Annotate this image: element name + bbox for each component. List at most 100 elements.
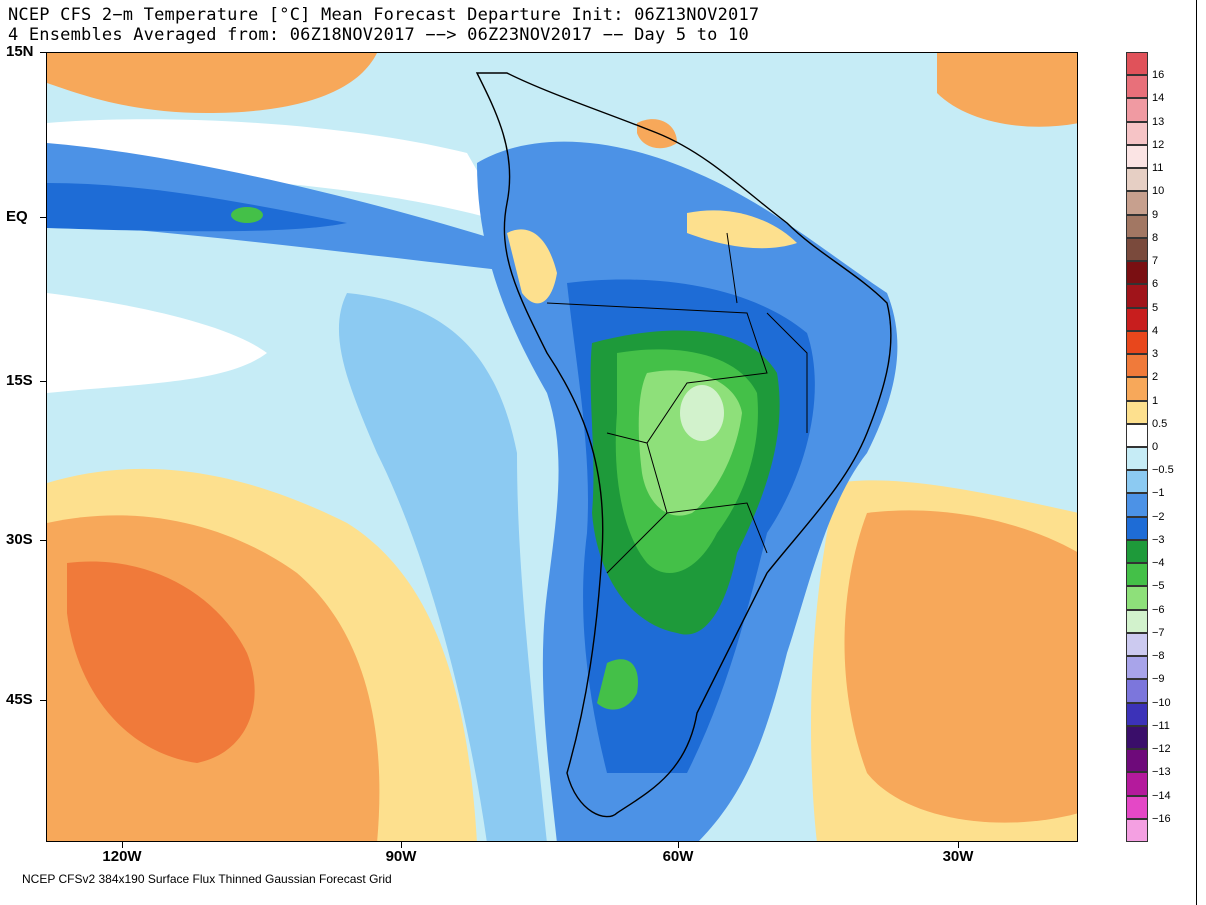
colorbar-swatch xyxy=(1126,493,1148,517)
colorbar-swatch xyxy=(1126,214,1148,238)
colorbar-label: −2 xyxy=(1152,510,1165,523)
cold-band-equatorial-pacific xyxy=(47,183,347,232)
colorbar-label: −7 xyxy=(1152,626,1165,639)
colorbar-label: 5 xyxy=(1152,301,1159,314)
longitude-tick xyxy=(122,842,123,848)
colorbar-label: −11 xyxy=(1152,719,1170,732)
colorbar-swatch xyxy=(1126,400,1148,424)
colorbar-swatch xyxy=(1126,749,1148,773)
latitude-tick xyxy=(40,700,46,701)
colorbar-swatch xyxy=(1126,261,1148,285)
colorbar-label: −1 xyxy=(1152,487,1165,500)
page-right-rule xyxy=(1196,0,1197,905)
colorbar-swatch xyxy=(1126,377,1148,401)
colorbar-swatch xyxy=(1126,98,1148,122)
colorbar-label: 11 xyxy=(1152,162,1164,175)
colorbar-swatch xyxy=(1126,144,1148,169)
green-spot-equatorial-pacific xyxy=(231,207,263,223)
longitude-label-90w: 90W xyxy=(385,848,417,865)
longitude-tick xyxy=(678,842,679,848)
colorbar-swatch xyxy=(1126,284,1148,308)
latitude-tick xyxy=(40,52,46,53)
cool-band-equatorial-pacific xyxy=(47,143,527,273)
warm-region-northwest-pacific xyxy=(47,53,377,113)
colorbar-label: −4 xyxy=(1152,557,1165,570)
longitude-label-60w: 60W xyxy=(662,848,694,865)
colorbar-label: 7 xyxy=(1152,255,1159,268)
colorbar-label: 0.5 xyxy=(1152,417,1168,430)
warm-region-southeast-pacific-peak xyxy=(67,561,255,763)
colorbar-swatch xyxy=(1126,168,1148,192)
latitude-label-15n: 15N xyxy=(6,43,34,60)
colorbar-swatch xyxy=(1126,586,1148,610)
map-title-line-1: NCEP CFS 2−m Temperature [°C] Mean Forec… xyxy=(8,5,760,25)
colorbar-swatch xyxy=(1126,330,1148,355)
colorbar-swatch xyxy=(1126,52,1148,76)
longitude-tick xyxy=(958,842,959,848)
longitude-label-120w: 120W xyxy=(102,848,142,865)
colorbar-label: −8 xyxy=(1152,650,1165,663)
warm-region-south-atlantic-core xyxy=(844,510,1077,823)
green-anomaly-patagonia xyxy=(597,659,638,710)
colorbar-swatch xyxy=(1126,423,1148,447)
warm-region-guianas xyxy=(687,210,797,249)
map-title-line-2: 4 Ensembles Averaged from: 06Z18NOV2017 … xyxy=(8,25,749,45)
colorbar-label: −6 xyxy=(1152,603,1165,616)
map-canvas xyxy=(47,53,1077,841)
colorbar-label: −0.5 xyxy=(1152,464,1174,477)
latitude-label-eq: EQ xyxy=(6,208,28,225)
longitude-label-30w: 30W xyxy=(942,848,974,865)
colorbar-label: 6 xyxy=(1152,278,1159,291)
colorbar-swatch xyxy=(1126,632,1148,657)
cool-region-central-pacific xyxy=(338,293,547,841)
colorbar-swatch xyxy=(1126,772,1148,796)
colorbar-label: 13 xyxy=(1152,115,1165,128)
warm-region-north-atlantic xyxy=(937,53,1077,127)
colorbar-label: −14 xyxy=(1152,789,1171,802)
colorbar-label: 4 xyxy=(1152,324,1159,337)
colorbar-swatch xyxy=(1126,75,1148,99)
colorbar-swatch xyxy=(1126,191,1148,215)
colorbar-swatch xyxy=(1126,237,1148,262)
colorbar-swatch xyxy=(1126,307,1148,331)
colorbar-label: −9 xyxy=(1152,673,1165,686)
colorbar-swatch xyxy=(1126,656,1148,680)
temperature-anomaly-map xyxy=(46,52,1078,842)
colorbar-swatch xyxy=(1126,470,1148,494)
colorbar-label: 0 xyxy=(1152,441,1159,453)
strong-cold-anomaly-center xyxy=(680,385,724,441)
latitude-tick xyxy=(40,540,46,541)
colorbar-label: 9 xyxy=(1152,208,1159,221)
colorbar-label: −3 xyxy=(1152,533,1165,546)
colorbar-swatch xyxy=(1126,818,1148,842)
colorbar-swatch xyxy=(1126,447,1148,471)
colorbar-label: −16 xyxy=(1152,812,1171,825)
neutral-region-north xyxy=(47,119,507,223)
colorbar-swatch xyxy=(1126,725,1148,750)
colorbar-label: 1 xyxy=(1152,394,1159,407)
latitude-tick xyxy=(40,217,46,218)
colorbar-swatch xyxy=(1126,516,1148,540)
colorbar-label: −13 xyxy=(1152,766,1171,779)
colorbar-label: 12 xyxy=(1152,138,1165,151)
colorbar-swatch xyxy=(1126,702,1148,726)
colorbar-label: 16 xyxy=(1152,69,1165,82)
neutral-region-east-pacific xyxy=(47,293,267,393)
warm-region-northern-andes xyxy=(507,229,557,304)
latitude-tick xyxy=(40,381,46,382)
colorbar-label: 14 xyxy=(1152,92,1165,105)
colorbar-swatch xyxy=(1126,795,1148,819)
colorbar-swatch xyxy=(1126,121,1148,145)
latitude-label-30s: 30S xyxy=(6,531,33,548)
colorbar-label: 3 xyxy=(1152,348,1159,361)
colorbar-swatch xyxy=(1126,563,1148,587)
colorbar-label: 10 xyxy=(1152,185,1165,198)
colorbar-swatch xyxy=(1126,539,1148,564)
colorbar-label: 2 xyxy=(1152,371,1159,384)
colorbar-swatch xyxy=(1126,354,1148,378)
colorbar-swatch xyxy=(1126,609,1148,633)
colorbar-label: −12 xyxy=(1152,743,1171,756)
map-footer-source: NCEP CFSv2 384x190 Surface Flux Thinned … xyxy=(22,872,392,886)
south-america-coastline xyxy=(475,72,892,818)
latitude-label-15s: 15S xyxy=(6,372,33,389)
